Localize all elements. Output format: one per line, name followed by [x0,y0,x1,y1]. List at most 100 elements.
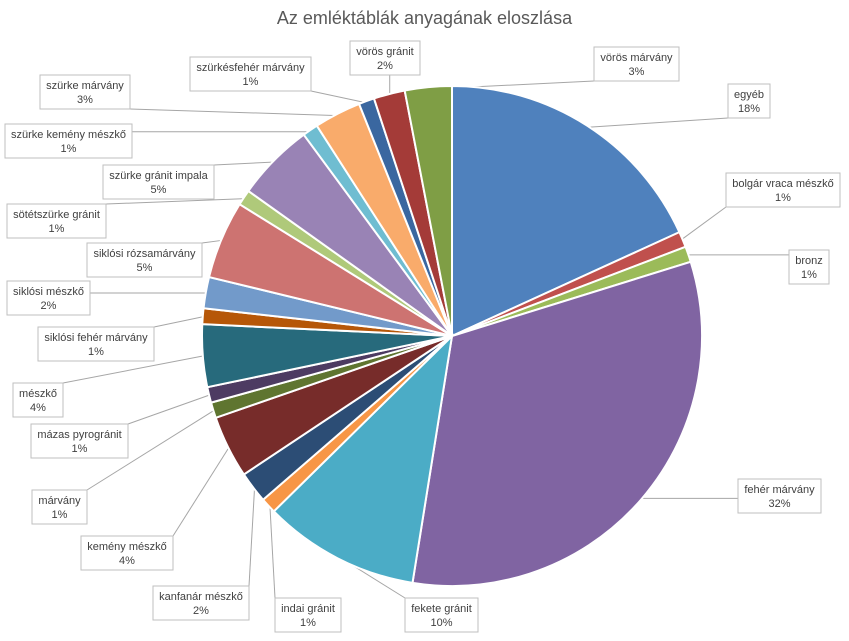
data-label: sötétszürke gránit 1% [6,203,107,239]
data-label-category: siklósi mészkő [13,286,84,298]
data-label: szürke kemény mészkő 1% [4,123,133,159]
data-label-category: bronz [795,255,823,267]
data-label-category: mázas pyrogránit [37,429,121,441]
data-label-percent: 1% [801,269,817,281]
data-label-category: egyéb [734,89,764,101]
data-label-category: fehér márvány [744,484,815,496]
data-label-category: fekete gránit [411,603,472,615]
data-label: bronz 1% [788,249,830,285]
leader-line [248,486,256,587]
data-label-category: szürke kemény mészkő [11,129,126,141]
data-label-box [12,382,64,418]
data-label-box [4,123,133,159]
chart-title: Az emléktáblák anyagának eloszlása [276,8,573,28]
leader-line [105,198,246,205]
leader-line [62,355,205,384]
leader-line [127,393,212,425]
leader-line [201,239,224,244]
data-label-box [725,172,841,208]
data-label: fekete gránit 10% [404,597,479,633]
pie-slice [411,260,703,587]
data-label-box [737,478,822,514]
data-label: indai gránit 1% [274,597,342,633]
data-label-percent: 5% [137,262,153,274]
data-label-category: siklósi rózsamárvány [93,248,196,260]
data-label-category: sötétszürke gránit [13,209,100,221]
data-label-percent: 1% [88,346,104,358]
data-label-category: márvány [38,495,81,507]
pie-slice [403,84,453,337]
data-label: egyéb 18% [727,83,771,119]
data-label-box [189,56,312,92]
data-label-percent: 18% [738,103,760,115]
data-label: szürke márvány 3% [39,74,131,110]
data-label-box [788,249,830,285]
data-label: szürke gránit impala 5% [102,164,215,200]
data-label-box [86,242,203,278]
data-label: siklósi rózsamárvány 5% [86,242,203,278]
data-label-percent: 1% [61,143,77,155]
leader-line [680,206,727,241]
data-label-category: bolgár vraca mészkő [732,178,834,190]
data-label-box [37,326,155,362]
data-label-box [31,489,88,525]
data-label-box [6,203,107,239]
data-label-percent: 1% [300,617,316,629]
data-label-category: vörös gránit [356,46,413,58]
leader-line [86,409,216,491]
data-label-percent: 5% [151,184,167,196]
data-label-category: kanfanár mészkő [159,591,243,603]
data-label-category: szürke márvány [46,80,124,92]
data-label: mázas pyrogránit 1% [30,423,129,459]
data-label-percent: 1% [49,223,65,235]
leader-line [269,504,276,599]
data-label-box [39,74,131,110]
data-label-box [727,83,771,119]
data-label-category: szürkésfehér márvány [196,62,305,74]
leader-line [129,108,339,117]
data-label-percent: 10% [430,617,452,629]
data-label-percent: 1% [775,192,791,204]
data-label: siklósi fehér márvány 1% [37,326,155,362]
leader-line [172,445,231,537]
data-label-box [274,597,342,633]
data-label-box [30,423,129,459]
data-label-box [593,46,680,82]
data-label: vörös gránit 2% [349,40,421,76]
leader-line [310,90,368,104]
leader-line [586,117,729,128]
data-label: kemény mészkő 4% [80,535,174,571]
data-label: márvány 1% [31,489,88,525]
data-label-percent: 4% [119,555,135,567]
data-label-percent: 3% [77,94,93,106]
data-label-box [404,597,479,633]
data-label-category: indai gránit [281,603,335,615]
data-label-percent: 32% [768,498,790,510]
data-label-box [102,164,215,200]
data-label-percent: 2% [193,605,209,617]
leader-line [153,315,205,328]
data-label: szürkésfehér márvány 1% [189,56,312,92]
data-label-category: mészkő [19,388,57,400]
data-label-category: vörös márvány [600,52,673,64]
data-label-percent: 4% [30,402,46,414]
data-label-category: kemény mészkő [87,541,166,553]
data-label: siklósi mészkő 2% [6,280,91,316]
data-label: bolgár vraca mészkő 1% [725,172,841,208]
data-label-percent: 2% [41,300,57,312]
data-label-category: siklósi fehér márvány [44,332,148,344]
data-label-percent: 1% [243,76,259,88]
data-label-box [152,585,250,621]
leader-line [213,161,276,166]
pie-slice [272,333,454,585]
data-label-percent: 1% [72,443,88,455]
data-label-category: szürke gránit impala [109,170,208,182]
data-label-percent: 2% [377,60,393,72]
data-label: vörös márvány 3% [593,46,680,82]
data-label: kanfanár mészkő 2% [152,585,250,621]
data-label: fehér márvány 32% [737,478,822,514]
data-label-box [349,40,421,76]
data-label-percent: 3% [629,66,645,78]
